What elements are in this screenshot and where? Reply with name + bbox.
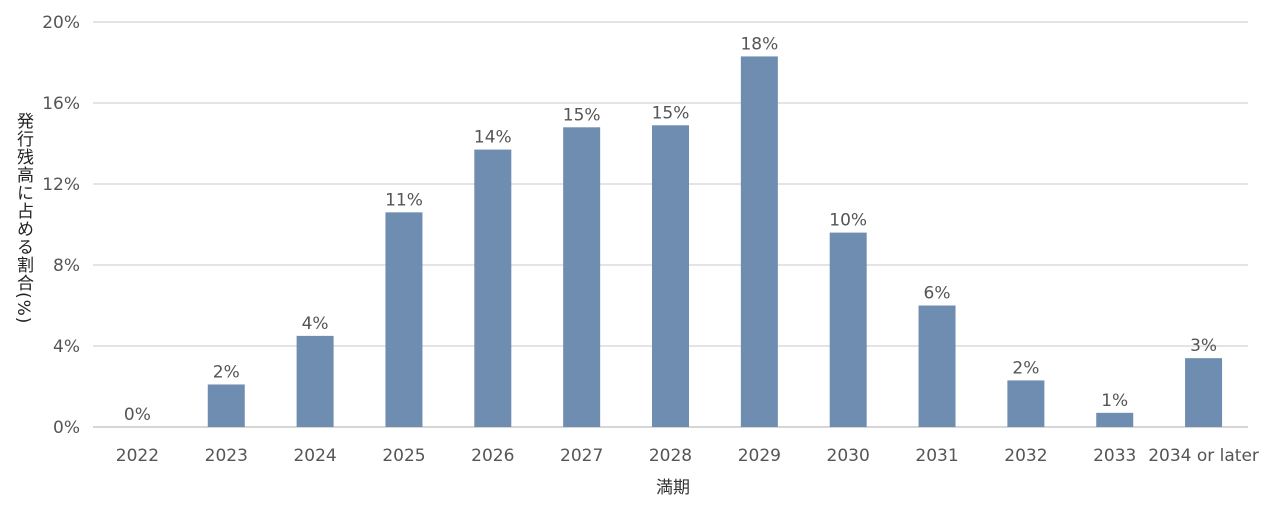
x-tick-label: 2023 bbox=[205, 446, 248, 466]
bar bbox=[918, 305, 956, 427]
data-label: 11% bbox=[385, 190, 423, 210]
x-axis-title: 満期 bbox=[656, 478, 690, 498]
x-tick-label: 2025 bbox=[382, 446, 425, 466]
bar bbox=[1096, 412, 1134, 427]
bars bbox=[207, 56, 1223, 428]
bar bbox=[652, 125, 689, 428]
bar bbox=[385, 212, 423, 427]
y-tick-label: 12% bbox=[42, 175, 80, 195]
x-tick-label: 2030 bbox=[827, 446, 870, 466]
y-tick-label: 16% bbox=[42, 94, 80, 114]
x-tick-label: 2034 or later bbox=[1148, 446, 1259, 466]
x-tick-label: 2024 bbox=[293, 446, 336, 466]
data-label: 2% bbox=[213, 362, 240, 382]
data-label: 2% bbox=[1012, 358, 1039, 378]
data-label: 4% bbox=[302, 314, 329, 334]
y-axis-ticks: 0% 4% 8% 12% 16% 20% bbox=[42, 13, 80, 438]
data-label: 0% bbox=[124, 405, 151, 425]
data-label: 15% bbox=[652, 103, 690, 123]
x-tick-label: 2031 bbox=[915, 446, 958, 466]
x-axis-ticks: 2022 2023 2024 2025 2026 2027 2028 2029 2030 2031… bbox=[116, 446, 1259, 466]
data-label: 15% bbox=[563, 105, 601, 125]
x-tick-label: 2029 bbox=[738, 446, 781, 466]
data-label: 3% bbox=[1190, 336, 1217, 356]
bar bbox=[829, 232, 867, 427]
y-axis-title: 発行残高に占める割合(%) bbox=[13, 112, 33, 325]
x-tick-label: 2022 bbox=[116, 446, 159, 466]
x-tick-label: 2033 bbox=[1093, 446, 1136, 466]
x-tick-label: 2027 bbox=[560, 446, 603, 466]
bar bbox=[740, 56, 778, 428]
bar bbox=[1007, 380, 1045, 427]
data-label: 14% bbox=[474, 128, 512, 148]
y-tick-label: 20% bbox=[42, 13, 80, 33]
x-tick-label: 2028 bbox=[649, 446, 692, 466]
bar bbox=[563, 127, 601, 428]
bar bbox=[1185, 358, 1223, 427]
y-tick-label: 8% bbox=[53, 256, 80, 276]
data-labels: 0% 2% 4% 11% 14% 15% 15% 18% 10% 6% 2% 1% 3% bbox=[124, 34, 1217, 425]
bar bbox=[296, 335, 334, 427]
data-label: 6% bbox=[924, 284, 951, 304]
x-tick-label: 2026 bbox=[471, 446, 514, 466]
y-tick-label: 4% bbox=[53, 337, 80, 357]
data-label: 1% bbox=[1101, 391, 1128, 411]
data-label: 10% bbox=[829, 211, 867, 231]
y-tick-label: 0% bbox=[53, 418, 80, 438]
x-tick-label: 2032 bbox=[1004, 446, 1047, 466]
bar bbox=[207, 384, 245, 427]
bar bbox=[474, 149, 512, 427]
data-label: 18% bbox=[740, 34, 778, 54]
